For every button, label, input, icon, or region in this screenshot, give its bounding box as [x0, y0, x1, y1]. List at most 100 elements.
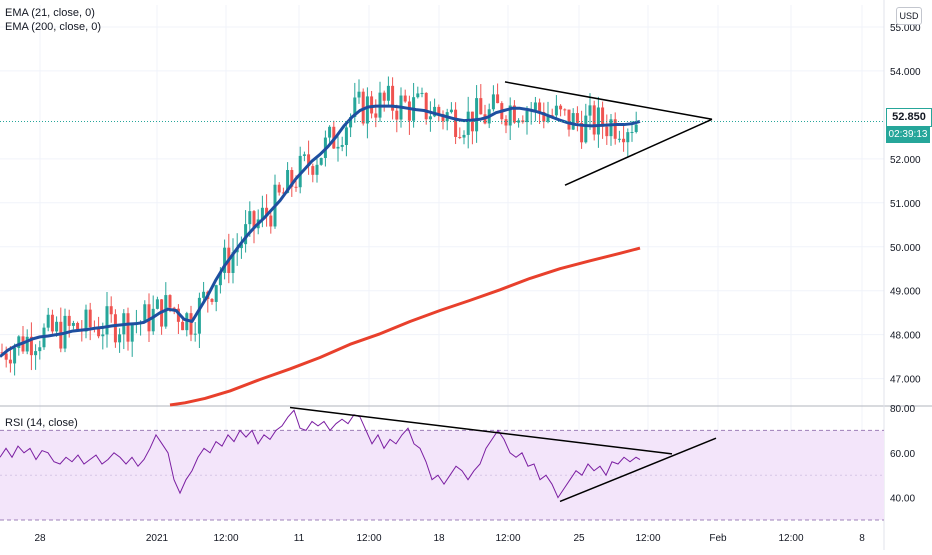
currency-badge[interactable]: USD	[896, 7, 922, 25]
candle-body[interactable]	[281, 192, 285, 194]
candle-body[interactable]	[25, 336, 29, 352]
candle-body[interactable]	[231, 252, 235, 273]
candle-body[interactable]	[349, 116, 353, 128]
candle-body[interactable]	[84, 309, 88, 332]
candle-body[interactable]	[428, 116, 432, 120]
candle-body[interactable]	[126, 313, 130, 342]
candle-body[interactable]	[365, 96, 369, 124]
candle-body[interactable]	[395, 110, 399, 120]
candle-body[interactable]	[374, 113, 378, 118]
candle-body[interactable]	[462, 134, 466, 138]
candle-body[interactable]	[143, 304, 147, 323]
candle-body[interactable]	[298, 155, 302, 188]
price-trendline[interactable]	[564, 118, 713, 186]
candle-body[interactable]	[244, 224, 248, 245]
candle-body[interactable]	[260, 207, 264, 220]
candle-body[interactable]	[344, 127, 348, 146]
candle-body[interactable]	[248, 211, 252, 225]
candle-body[interactable]	[416, 93, 420, 98]
candle-body[interactable]	[67, 315, 71, 326]
candle-body[interactable]	[437, 106, 441, 115]
candle-body[interactable]	[504, 119, 508, 126]
candle-body[interactable]	[609, 119, 613, 137]
candle-body[interactable]	[193, 333, 197, 335]
candle-body[interactable]	[601, 107, 605, 127]
candle-body[interactable]	[424, 92, 428, 120]
candle-body[interactable]	[155, 299, 159, 309]
candle-body[interactable]	[622, 138, 626, 143]
candle-body[interactable]	[252, 211, 256, 229]
rsi-trendline[interactable]	[559, 437, 717, 503]
candle-body[interactable]	[533, 102, 537, 110]
candle-body[interactable]	[223, 247, 227, 273]
candle-body[interactable]	[302, 154, 306, 156]
candle-body[interactable]	[130, 324, 134, 342]
candle-body[interactable]	[181, 321, 185, 331]
candle-body[interactable]	[496, 94, 500, 104]
candle-body[interactable]	[8, 359, 12, 364]
candle-body[interactable]	[71, 322, 75, 326]
candle-body[interactable]	[210, 299, 214, 302]
candle-body[interactable]	[479, 98, 483, 115]
candle-body[interactable]	[592, 105, 596, 135]
candle-body[interactable]	[109, 306, 113, 315]
trendlines[interactable]	[289, 81, 717, 503]
rsi-trendline[interactable]	[289, 406, 673, 455]
candle-body[interactable]	[13, 347, 17, 364]
candle-body[interactable]	[546, 115, 550, 122]
candle-body[interactable]	[538, 102, 542, 112]
candle-body[interactable]	[189, 313, 193, 335]
candle-body[interactable]	[403, 95, 407, 102]
candle-body[interactable]	[588, 105, 592, 116]
candle-body[interactable]	[336, 146, 340, 149]
candle-body[interactable]	[269, 215, 273, 227]
candle-body[interactable]	[407, 101, 411, 121]
candle-body[interactable]	[38, 347, 42, 352]
candle-body[interactable]	[55, 321, 59, 332]
candle-body[interactable]	[277, 184, 281, 193]
candle-body[interactable]	[88, 309, 92, 328]
rsi-legend[interactable]: RSI (14, close)	[5, 417, 78, 429]
candle-body[interactable]	[420, 92, 424, 94]
candle-body[interactable]	[584, 115, 588, 143]
candle-body[interactable]	[185, 313, 189, 331]
candle-body[interactable]	[613, 119, 617, 139]
candle-body[interactable]	[525, 110, 529, 123]
candle-body[interactable]	[113, 314, 117, 343]
candle-body[interactable]	[508, 105, 512, 126]
candle-body[interactable]	[454, 109, 458, 137]
candle-body[interactable]	[265, 207, 269, 216]
candle-body[interactable]	[370, 96, 374, 114]
candle-body[interactable]	[382, 92, 386, 101]
candle-body[interactable]	[441, 114, 445, 122]
candle-body[interactable]	[605, 126, 609, 137]
candle-body[interactable]	[567, 109, 571, 130]
candle-body[interactable]	[596, 107, 600, 135]
candle-body[interactable]	[634, 124, 638, 132]
candle-body[interactable]	[475, 98, 479, 132]
candle-body[interactable]	[307, 154, 311, 167]
candle-body[interactable]	[542, 111, 546, 122]
candle-body[interactable]	[491, 94, 495, 110]
candle-body[interactable]	[630, 131, 634, 133]
candle-body[interactable]	[386, 85, 390, 101]
candle-body[interactable]	[151, 308, 155, 332]
candle-body[interactable]	[214, 285, 218, 302]
candle-body[interactable]	[626, 132, 630, 143]
candle-body[interactable]	[315, 164, 319, 175]
candle-body[interactable]	[357, 91, 361, 98]
candle-body[interactable]	[34, 351, 38, 356]
candle-body[interactable]	[168, 295, 172, 308]
candle-body[interactable]	[328, 126, 332, 138]
candle-body[interactable]	[340, 145, 344, 147]
candle-body[interactable]	[50, 314, 54, 332]
candle-body[interactable]	[311, 166, 315, 175]
candle-body[interactable]	[218, 272, 222, 286]
candle-body[interactable]	[563, 109, 567, 111]
candle-body[interactable]	[319, 157, 323, 165]
candle-body[interactable]	[575, 113, 579, 123]
candle-body[interactable]	[4, 353, 8, 360]
candle-body[interactable]	[458, 136, 462, 138]
candle-body[interactable]	[554, 105, 558, 116]
